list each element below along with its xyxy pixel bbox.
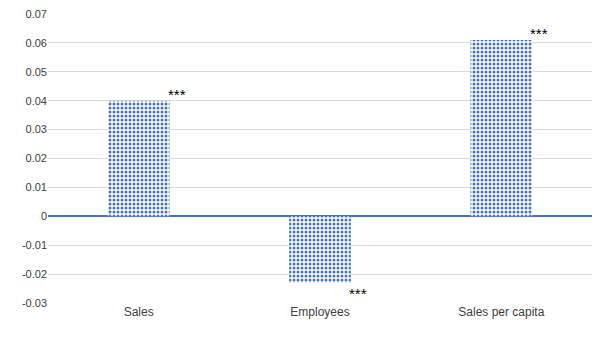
svg-text:***: *** bbox=[168, 86, 186, 103]
svg-text:0.04: 0.04 bbox=[26, 95, 47, 107]
svg-text:0.05: 0.05 bbox=[26, 66, 47, 78]
svg-text:***: *** bbox=[530, 25, 548, 42]
svg-text:0: 0 bbox=[41, 210, 47, 222]
svg-text:0.03: 0.03 bbox=[26, 123, 47, 135]
svg-text:0.02: 0.02 bbox=[26, 152, 47, 164]
svg-text:0.07: 0.07 bbox=[26, 8, 47, 20]
svg-text:-0.01: -0.01 bbox=[22, 239, 47, 251]
svg-text:***: *** bbox=[349, 285, 367, 302]
svg-text:0.06: 0.06 bbox=[26, 37, 47, 49]
svg-text:Sales: Sales bbox=[124, 305, 154, 319]
svg-text:-0.02: -0.02 bbox=[22, 268, 47, 280]
svg-text:Employees: Employees bbox=[290, 305, 349, 319]
svg-text:Sales per capita: Sales per capita bbox=[458, 305, 544, 319]
svg-text:0.01: 0.01 bbox=[26, 181, 47, 193]
svg-text:-0.03: -0.03 bbox=[22, 297, 47, 309]
